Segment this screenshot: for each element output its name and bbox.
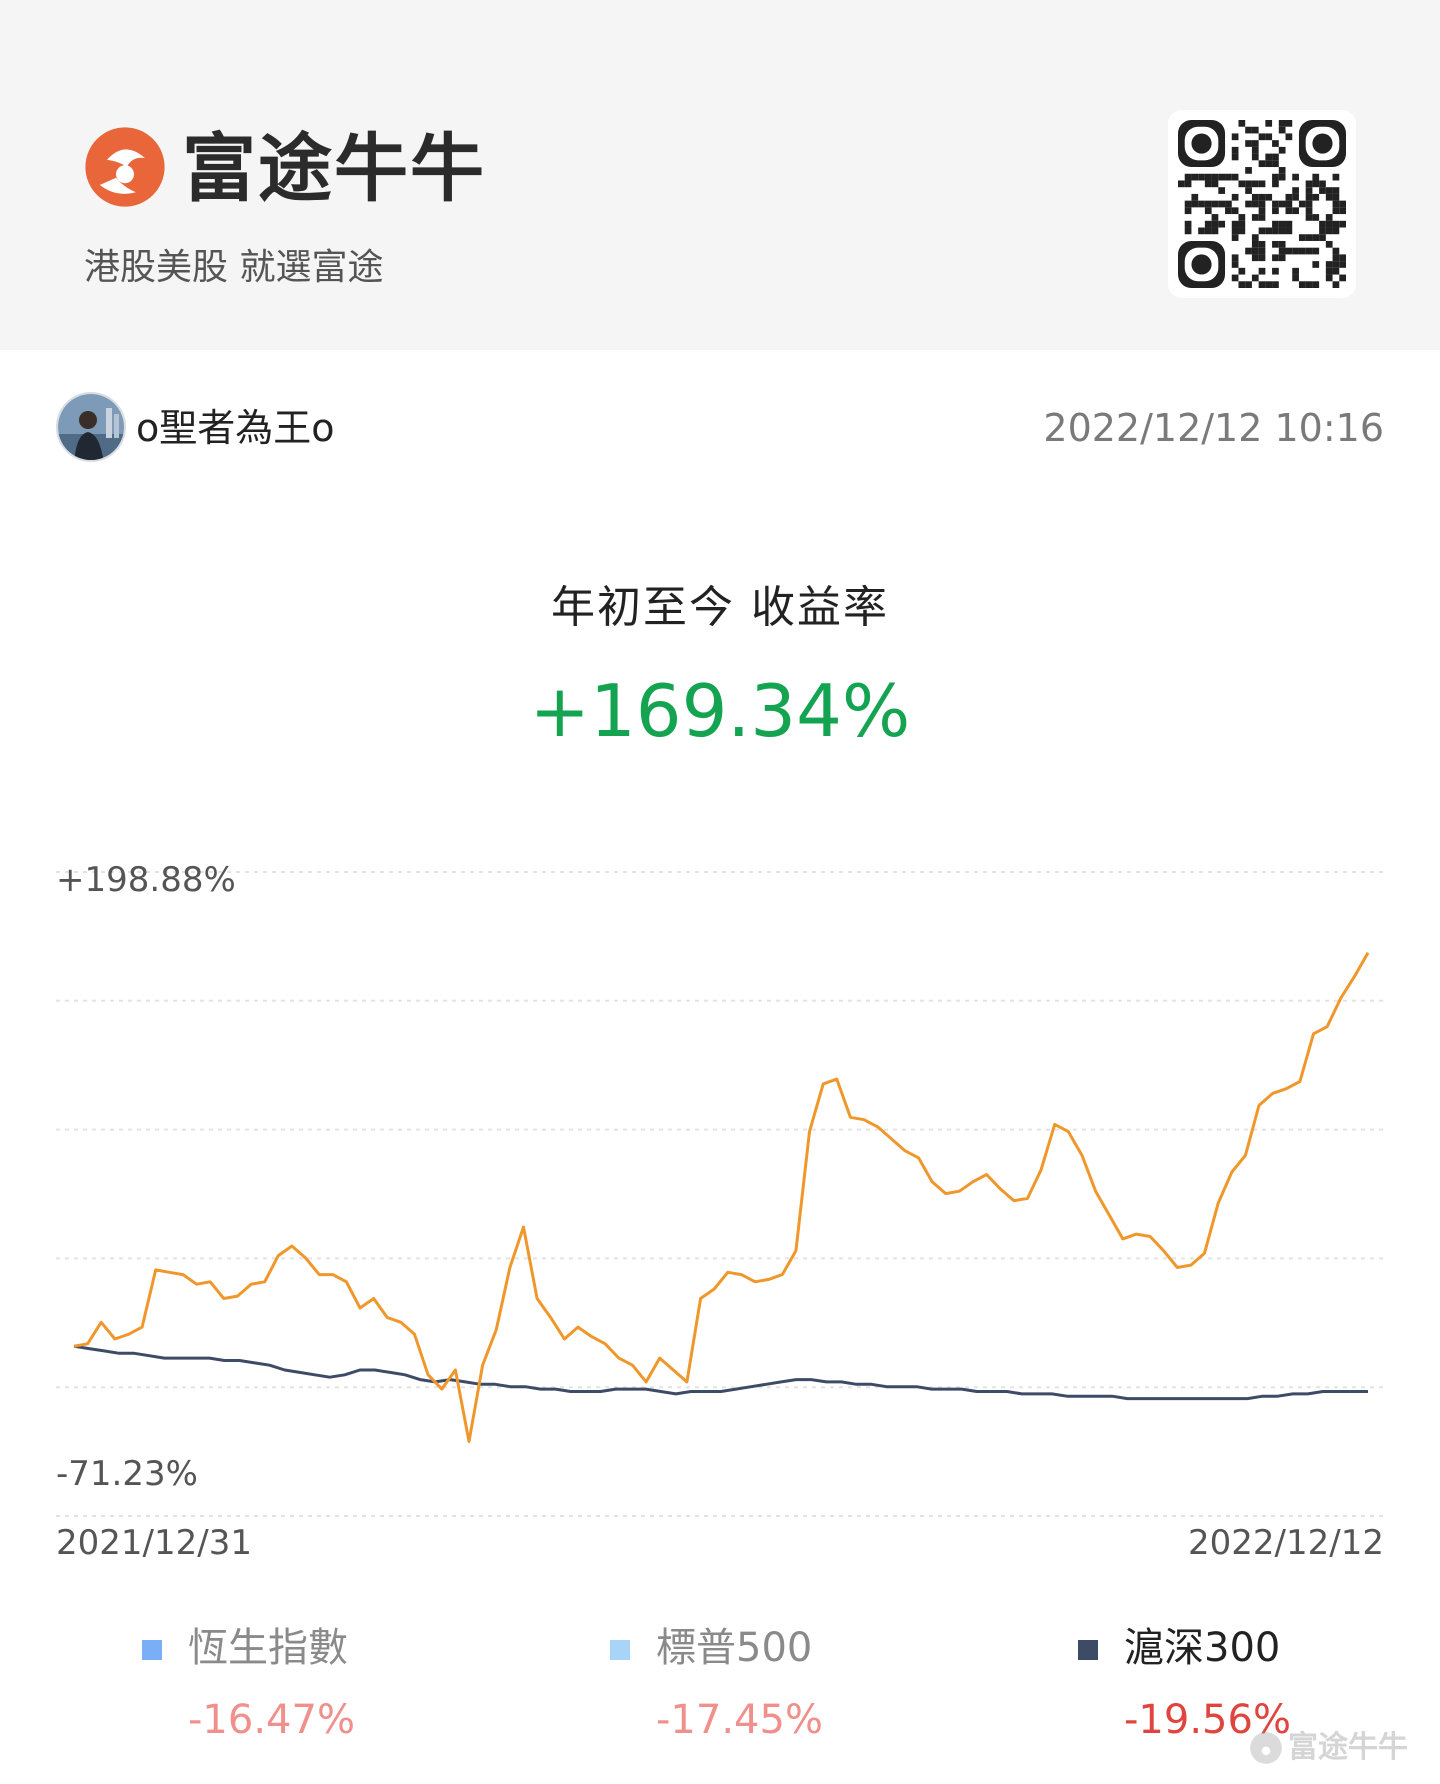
qr-code-icon	[1178, 120, 1346, 288]
avatar[interactable]	[56, 392, 126, 462]
y-min-label: -71.23%	[56, 1454, 198, 1494]
legend-name-csi300: 滬深300	[1124, 1625, 1281, 1671]
watermark-text: 富途牛牛	[1288, 1730, 1408, 1765]
x-end-label: 2022/12/12	[1188, 1523, 1384, 1563]
qr-code[interactable]	[1168, 110, 1356, 298]
return-label: 年初至今 收益率	[551, 582, 889, 633]
brand-name: 富途牛牛	[182, 126, 486, 212]
return-value: +169.34%	[529, 669, 911, 753]
x-start-label: 2021/12/31	[56, 1523, 252, 1563]
watermark-logo-icon	[1250, 1732, 1282, 1764]
return-line-chart: +198.88% -71.23% 2021/12/31 2022/12/12	[56, 860, 1384, 1563]
legend-swatch-hsi	[142, 1640, 162, 1660]
header-banner: 富途牛牛 港股美股 就選富途	[0, 0, 1440, 350]
legend-name-hsi: 恆生指數	[188, 1625, 348, 1671]
user-avatar-icon	[58, 394, 124, 460]
legend-value-csi300: -19.56%	[1124, 1697, 1291, 1743]
chart-grid	[56, 871, 1384, 1517]
watermark: 富途牛牛	[1248, 1726, 1418, 1770]
legend-name-sp500: 標普500	[656, 1625, 813, 1671]
series-line-portfolio	[73, 952, 1370, 1443]
legend-value-sp500: -17.45%	[656, 1697, 823, 1743]
username[interactable]: o聖者為王o	[136, 406, 335, 450]
futu-logo-icon	[85, 127, 165, 207]
legend-swatch-sp500	[610, 1640, 630, 1660]
series-line-benchmark	[73, 1344, 1368, 1401]
legend-value-hsi: -16.47%	[188, 1697, 355, 1743]
y-max-label: +198.88%	[56, 860, 236, 900]
legend-swatch-csi300	[1078, 1640, 1098, 1660]
timestamp: 2022/12/12 10:16	[1043, 406, 1384, 450]
brand-tagline: 港股美股 就選富途	[84, 247, 384, 288]
